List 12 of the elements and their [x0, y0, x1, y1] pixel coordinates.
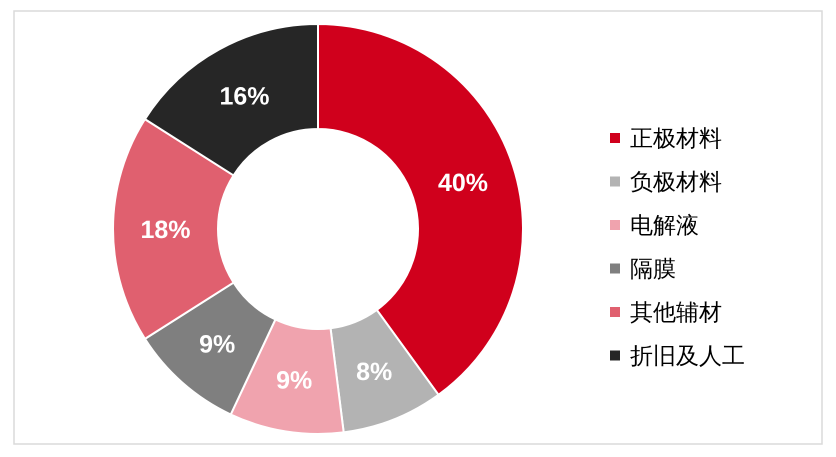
data-label: 9% [199, 330, 236, 358]
data-label: 16% [220, 82, 270, 110]
legend-label: 正极材料 [630, 126, 722, 152]
legend-label: 隔膜 [630, 256, 676, 282]
data-label: 8% [356, 358, 392, 386]
legend-label: 折旧及人工 [630, 344, 745, 370]
data-label: 9% [276, 366, 312, 395]
legend-label: 负极材料 [630, 170, 722, 196]
legend-label: 电解液 [630, 213, 699, 239]
data-label: 40% [438, 168, 488, 197]
legend-label: 其他辅材 [630, 300, 722, 326]
data-label: 18% [140, 216, 191, 244]
